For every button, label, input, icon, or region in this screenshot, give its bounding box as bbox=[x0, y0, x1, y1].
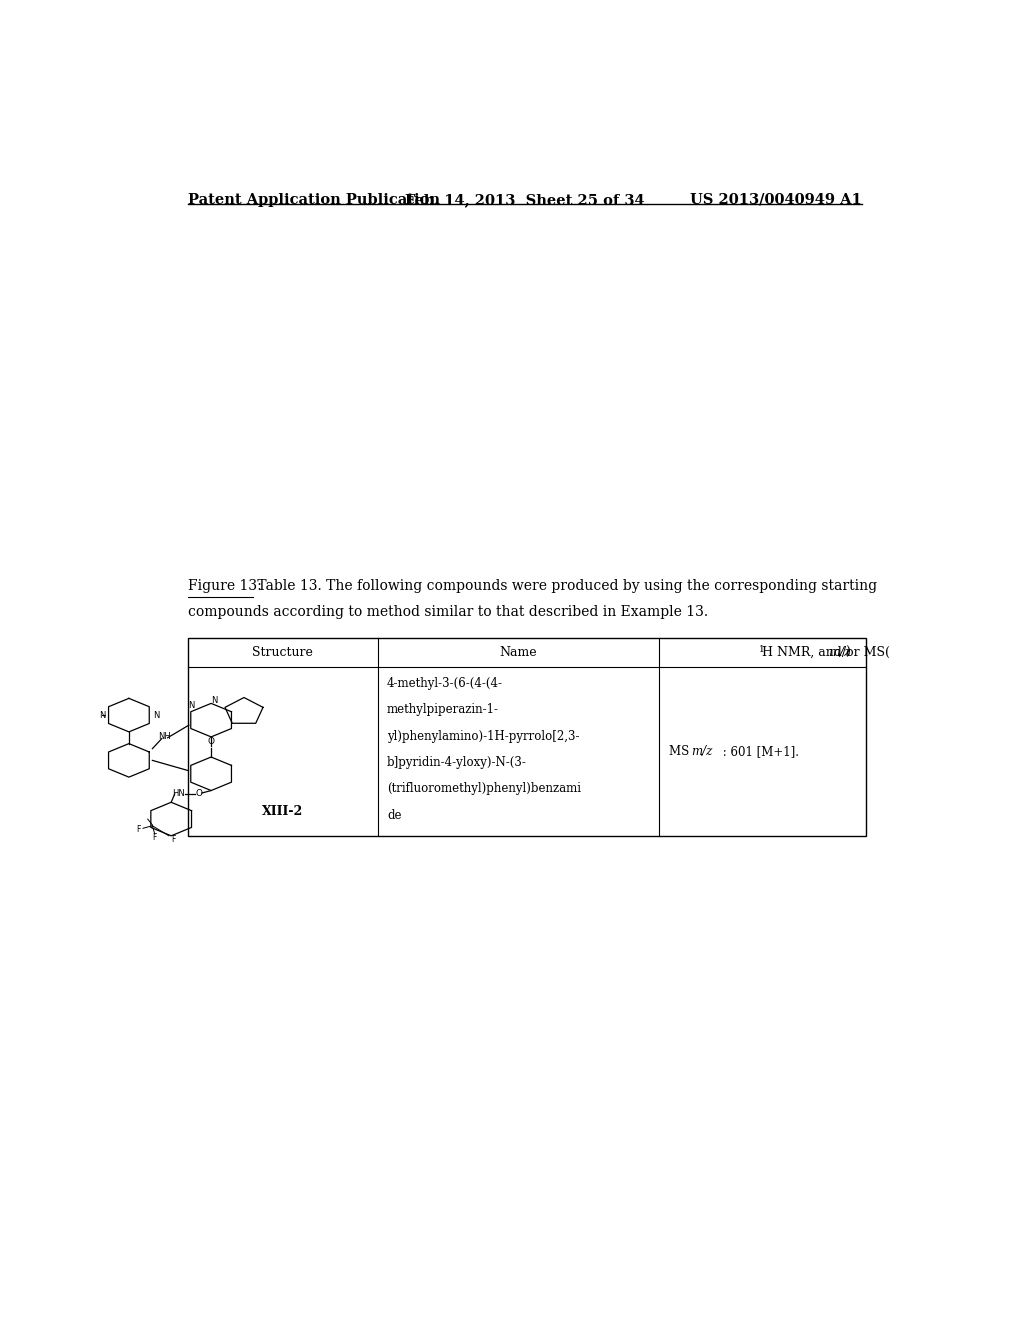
Text: Structure: Structure bbox=[252, 645, 313, 659]
Text: yl)phenylamino)-1H-pyrrolo[2,3-: yl)phenylamino)-1H-pyrrolo[2,3- bbox=[387, 730, 580, 743]
Text: MS: MS bbox=[669, 744, 692, 758]
Text: Patent Application Publication: Patent Application Publication bbox=[187, 193, 439, 207]
Text: compounds according to method similar to that described in Example 13.: compounds according to method similar to… bbox=[187, 605, 708, 619]
Text: 1: 1 bbox=[759, 645, 764, 653]
Text: F: F bbox=[153, 833, 157, 842]
Text: N: N bbox=[98, 710, 105, 719]
Text: de: de bbox=[387, 809, 401, 822]
Text: b]pyridin-4-yloxy)-N-(3-: b]pyridin-4-yloxy)-N-(3- bbox=[387, 756, 527, 770]
Text: ): ) bbox=[845, 645, 850, 659]
Text: HN: HN bbox=[172, 789, 184, 799]
Text: US 2013/0040949 A1: US 2013/0040949 A1 bbox=[690, 193, 862, 207]
Text: Feb. 14, 2013  Sheet 25 of 34: Feb. 14, 2013 Sheet 25 of 34 bbox=[404, 193, 645, 207]
Text: F: F bbox=[171, 834, 176, 843]
Text: (trifluoromethyl)phenyl)benzami: (trifluoromethyl)phenyl)benzami bbox=[387, 783, 581, 796]
Text: : 601 [M+1].: : 601 [M+1]. bbox=[719, 744, 799, 758]
Text: N: N bbox=[153, 710, 159, 719]
Text: XIII-2: XIII-2 bbox=[262, 805, 303, 818]
Bar bbox=[187, 638, 866, 837]
Text: Name: Name bbox=[500, 645, 538, 659]
Text: N: N bbox=[211, 697, 218, 705]
Text: Table 13. The following compounds were produced by using the corresponding start: Table 13. The following compounds were p… bbox=[253, 579, 878, 594]
Text: H NMR, and/or MS(: H NMR, and/or MS( bbox=[762, 645, 890, 659]
Text: O: O bbox=[196, 789, 203, 799]
Text: O: O bbox=[208, 738, 215, 746]
Text: m/z: m/z bbox=[691, 744, 713, 758]
Text: Figure 13:: Figure 13: bbox=[187, 579, 261, 594]
Text: 4-methyl-3-(6-(4-(4-: 4-methyl-3-(6-(4-(4- bbox=[387, 677, 503, 690]
Text: NH: NH bbox=[158, 733, 171, 742]
Text: F: F bbox=[136, 825, 140, 834]
Text: m/z: m/z bbox=[827, 645, 850, 659]
Text: methylpiperazin-1-: methylpiperazin-1- bbox=[387, 704, 499, 717]
Text: N: N bbox=[188, 701, 195, 710]
